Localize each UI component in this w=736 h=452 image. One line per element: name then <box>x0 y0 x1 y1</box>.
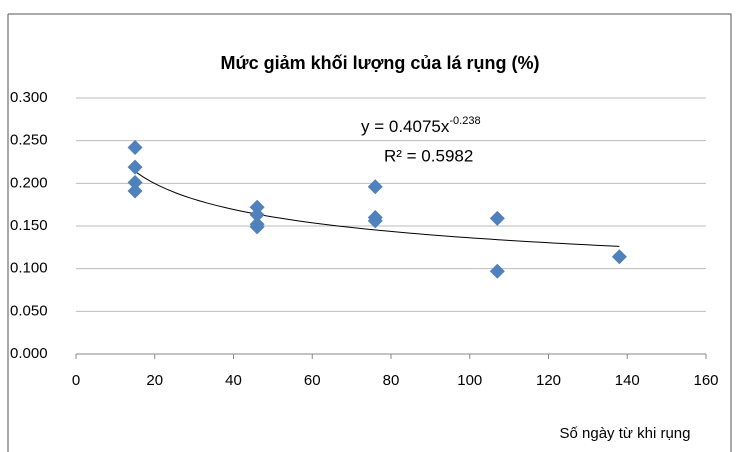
y-tick-label: 0.200 <box>10 174 48 191</box>
y-tick-label: 0.100 <box>10 260 48 277</box>
x-tick-label: 160 <box>693 372 718 389</box>
x-axis-label: Số ngày từ khi rụng <box>560 425 691 442</box>
y-tick-label: 0.150 <box>10 217 48 234</box>
marker <box>127 159 143 175</box>
marker <box>249 207 265 223</box>
x-tick-label: 120 <box>536 372 561 389</box>
x-tick-label: 20 <box>146 372 163 389</box>
marker <box>249 219 265 235</box>
marker <box>127 174 143 190</box>
y-tick-label: 0.050 <box>10 302 48 319</box>
equation-text: y = 0.4075x <box>361 117 450 136</box>
r-squared: R² = 0.5982 <box>384 146 473 165</box>
y-tick-label: 0.250 <box>10 132 48 149</box>
x-tick-label: 60 <box>304 372 321 389</box>
trendline <box>134 171 620 247</box>
marker <box>367 179 383 195</box>
marker <box>127 183 143 199</box>
marker <box>367 213 383 229</box>
marker <box>611 249 627 265</box>
y-tick-label: 0.300 <box>10 89 48 106</box>
x-tick-label: 100 <box>457 372 482 389</box>
marker <box>127 139 143 155</box>
x-tick-label: 0 <box>72 372 80 389</box>
equation-exponent: -0.238 <box>449 115 480 127</box>
x-tick-label: 80 <box>383 372 400 389</box>
marker <box>489 210 505 226</box>
marker <box>249 199 265 215</box>
marker <box>489 263 505 279</box>
chart-title: Mức giảm khối lượng của lá rụng (%) <box>221 53 540 73</box>
trend-equation: y = 0.4075x-0.238 <box>361 115 481 137</box>
x-tick-label: 140 <box>615 372 640 389</box>
chart-border <box>7 13 732 452</box>
y-tick-label: 0.000 <box>10 345 48 362</box>
x-tick-label: 40 <box>225 372 242 389</box>
